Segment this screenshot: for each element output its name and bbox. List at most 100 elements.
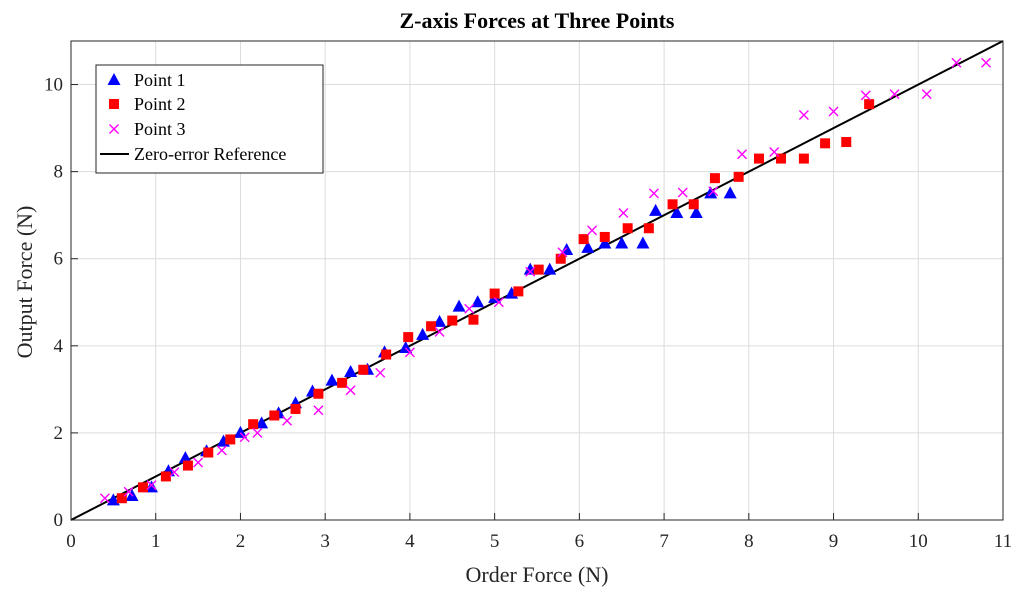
data-point-square (820, 138, 831, 149)
y-tick-label: 8 (54, 162, 64, 183)
data-point-triangle (581, 240, 595, 253)
data-point-triangle (399, 340, 413, 353)
data-point-x (313, 405, 324, 416)
data-point-x (951, 57, 962, 68)
data-point-square (381, 349, 392, 360)
data-point-x (464, 303, 475, 314)
chart-title: Z-axis Forces at Three Points (400, 8, 675, 33)
data-marks (70, 40, 1004, 521)
x-tick-label: 8 (744, 531, 754, 552)
x-tick-label: 1 (151, 531, 161, 552)
data-point-x (557, 247, 568, 258)
legend-label: Point 2 (134, 94, 186, 114)
data-point-square (182, 460, 193, 471)
data-point-square (688, 199, 699, 210)
x-tick-label: 2 (236, 531, 246, 552)
data-point-triangle (636, 236, 650, 249)
data-point-x (493, 297, 504, 308)
data-point-square (447, 315, 458, 326)
data-point-x (282, 415, 293, 426)
x-tick-label: 10 (909, 531, 928, 552)
data-point-square (578, 234, 589, 245)
data-point-square (841, 137, 852, 148)
x-tick-label: 7 (659, 531, 669, 552)
legend-item-point-2: Point 2 (109, 94, 186, 114)
x-tick-label: 5 (490, 531, 500, 552)
data-point-x (828, 106, 839, 117)
data-point-triangle (452, 299, 466, 312)
data-point-x (252, 427, 263, 438)
legend-item-point-1: Point 1 (107, 70, 186, 90)
legend: Point 1 Point 2 Point 3 Zero-error Refer… (95, 64, 324, 174)
data-point-x (648, 188, 659, 199)
legend-item-point-3: Point 3 (109, 119, 186, 139)
y-tick-label: 10 (44, 75, 63, 96)
data-point-square (555, 253, 566, 264)
x-tick-label: 11 (994, 531, 1012, 552)
data-point-square (426, 321, 437, 332)
y-axis-label: Output Force (N) (12, 206, 37, 359)
y-tick-label: 0 (54, 510, 64, 531)
legend-label: Zero-error Reference (134, 144, 286, 164)
data-point-x (981, 57, 992, 68)
x-tick-label: 0 (66, 531, 76, 552)
legend-item-reference: Zero-error Reference (100, 144, 286, 164)
plot-frame (70, 40, 1004, 521)
data-point-square (667, 199, 678, 210)
data-point-square (358, 364, 369, 375)
y-tick-label: 2 (54, 423, 64, 444)
data-point-x (216, 445, 227, 456)
data-point-triangle (325, 373, 339, 386)
data-point-x (345, 385, 356, 396)
data-point-square (622, 223, 633, 234)
data-point-triangle (255, 416, 269, 429)
data-point-triangle (670, 206, 684, 219)
data-point-x (737, 149, 748, 160)
data-point-square (138, 482, 149, 493)
data-point-triangle (471, 295, 485, 308)
data-point-x (434, 326, 445, 337)
data-point-square (533, 264, 544, 275)
data-point-square (513, 286, 524, 297)
data-point-x (239, 432, 250, 443)
data-point-square (269, 410, 280, 421)
data-point-square (599, 231, 610, 242)
data-point-x (708, 186, 719, 197)
data-point-triangle (689, 206, 703, 219)
data-point-triangle (723, 186, 737, 199)
data-point-square (709, 173, 720, 184)
data-point-square (248, 419, 259, 430)
data-point-triangle (416, 327, 430, 340)
data-point-x (860, 90, 871, 101)
data-point-triangle (615, 236, 629, 249)
data-point-triangle (178, 451, 192, 464)
data-point-triangle (233, 425, 247, 438)
data-point-square (203, 447, 214, 458)
y-tick-label: 4 (54, 336, 64, 357)
data-point-square (733, 171, 744, 182)
data-point-x (889, 89, 900, 100)
data-point-x (798, 110, 809, 121)
data-point-square (160, 471, 171, 482)
data-point-triangle (106, 493, 120, 506)
x-tick-label: 4 (405, 531, 415, 552)
x-tick-label: 9 (829, 531, 839, 552)
data-point-x (618, 208, 629, 218)
data-point-square (403, 332, 414, 343)
data-point-triangle (433, 314, 447, 327)
data-point-x (193, 457, 204, 468)
data-point-square (116, 493, 127, 504)
data-point-x (677, 187, 688, 198)
data-point-square (489, 288, 500, 299)
y-axis-ticks: 0 2 4 6 8 10 (44, 75, 78, 531)
data-point-triangle (704, 186, 718, 199)
data-point-triangle (344, 364, 358, 377)
data-point-square (290, 403, 301, 414)
data-point-square (225, 434, 236, 445)
data-point-square (337, 377, 348, 388)
data-point-square (468, 314, 479, 325)
data-point-x (169, 467, 180, 478)
data-point-square (798, 153, 809, 164)
data-point-square (313, 388, 324, 399)
